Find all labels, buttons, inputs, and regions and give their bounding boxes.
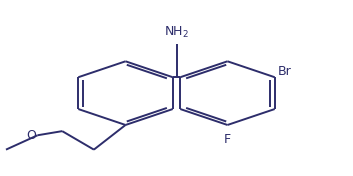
Text: NH$_2$: NH$_2$ [164,25,189,40]
Text: F: F [224,133,231,146]
Text: Br: Br [278,65,292,78]
Text: O: O [26,129,36,142]
